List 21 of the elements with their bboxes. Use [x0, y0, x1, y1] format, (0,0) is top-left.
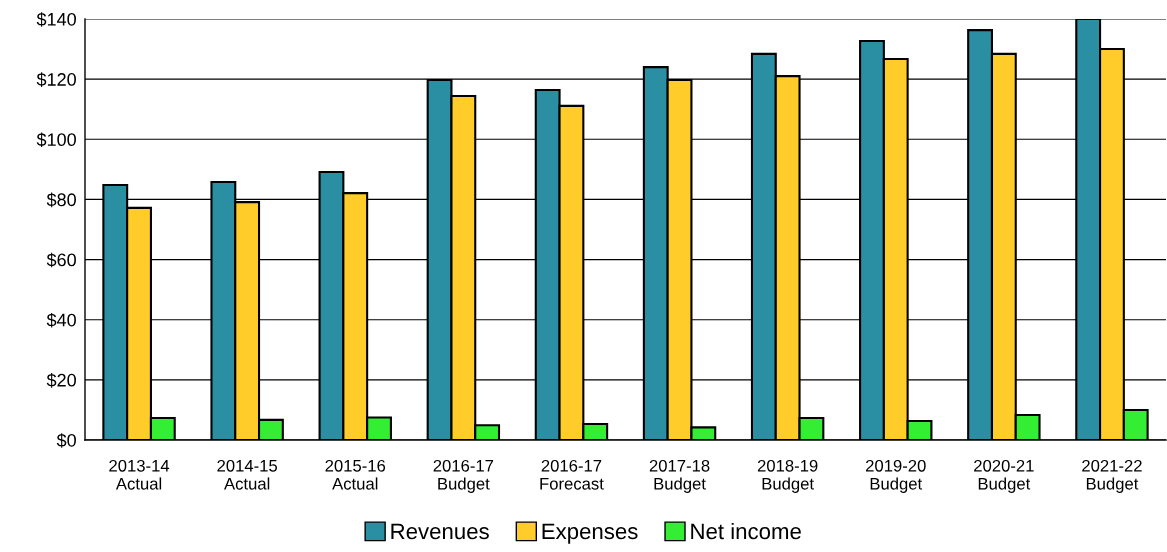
y-tick-label: $80	[46, 192, 76, 208]
legend-label: Revenues	[391, 523, 489, 540]
x-tick-label: 2019-20 Budget	[866, 459, 926, 493]
x-tick-label: 2013-14 Actual	[109, 459, 170, 490]
y-tick-label: $40	[46, 312, 76, 328]
x-tick-label: 2020-21 Budget	[974, 459, 1034, 493]
legend-label: Expenses	[542, 523, 638, 544]
x-tick-label: 2017-18 Budget	[649, 459, 710, 493]
y-tick-label: $0	[56, 433, 76, 448]
x-tick-label: 2015-16 Actual	[325, 459, 386, 490]
y-tick-label: $60	[46, 252, 76, 268]
y-tick-label: $100	[36, 132, 76, 148]
y-tick-label: $120	[36, 72, 76, 87]
x-tick-label: 2016-17 Forecast	[540, 459, 604, 490]
x-tick-label: 2018-19 Budget	[757, 459, 818, 493]
y-tick-label: $20	[46, 373, 76, 388]
legend-label: Net income	[691, 522, 801, 540]
y-tick-label: $140	[36, 12, 76, 27]
x-tick-label: 2014-15 Actual	[217, 459, 278, 490]
x-tick-label: 2021-22 Budget	[1082, 459, 1142, 493]
x-tick-label: 2016-17 Budget	[433, 459, 494, 493]
